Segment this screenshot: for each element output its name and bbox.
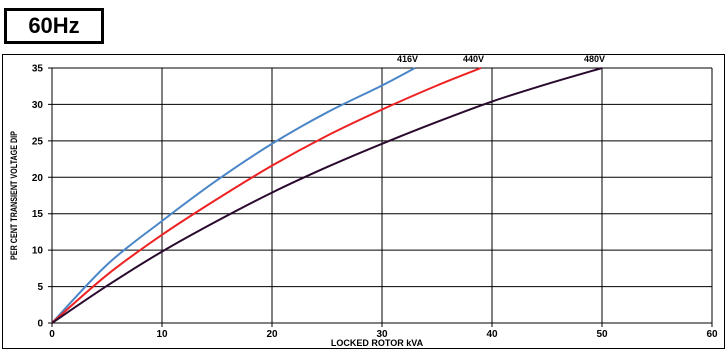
tick-layer: 0 10 20 30 40 50 60 0 5 10 15 20 25 30 35 — [32, 64, 718, 341]
y-tick-label: 35 — [32, 64, 44, 75]
y-tick-label: 0 — [37, 319, 43, 330]
series-line-440v — [51, 67, 482, 324]
y-tick-label: 30 — [32, 100, 44, 111]
x-tick-label: 40 — [486, 329, 498, 340]
series-layer: 416V 440V 480V — [51, 54, 605, 324]
series-label-416v: 416V — [397, 54, 418, 64]
y-tick-label: 5 — [37, 282, 43, 293]
series-label-480v: 480V — [584, 54, 605, 64]
y-tick-label: 10 — [32, 246, 44, 257]
x-tick-label: 50 — [596, 329, 608, 340]
x-axis-title: LOCKED ROTOR kVA — [331, 338, 424, 348]
x-tick-label: 0 — [49, 329, 55, 340]
y-axis-title: PER CENT TRANSIENT VOLTAGE DIP — [9, 131, 19, 260]
series-label-440v: 440V — [463, 54, 484, 64]
x-tick-label: 10 — [156, 329, 168, 340]
series-line-416v — [51, 67, 416, 324]
x-tick-label: 60 — [706, 329, 718, 340]
y-tick-label: 20 — [32, 173, 44, 184]
x-tick-label: 20 — [266, 329, 278, 340]
grid-layer — [48, 67, 713, 327]
y-tick-label: 25 — [32, 136, 44, 147]
x-tick-label: 30 — [376, 329, 388, 340]
chart-title: 60Hz — [28, 13, 80, 38]
chart-title-box: 60Hz — [4, 8, 104, 44]
series-line-480v — [51, 67, 603, 324]
y-tick-label: 15 — [32, 209, 44, 220]
